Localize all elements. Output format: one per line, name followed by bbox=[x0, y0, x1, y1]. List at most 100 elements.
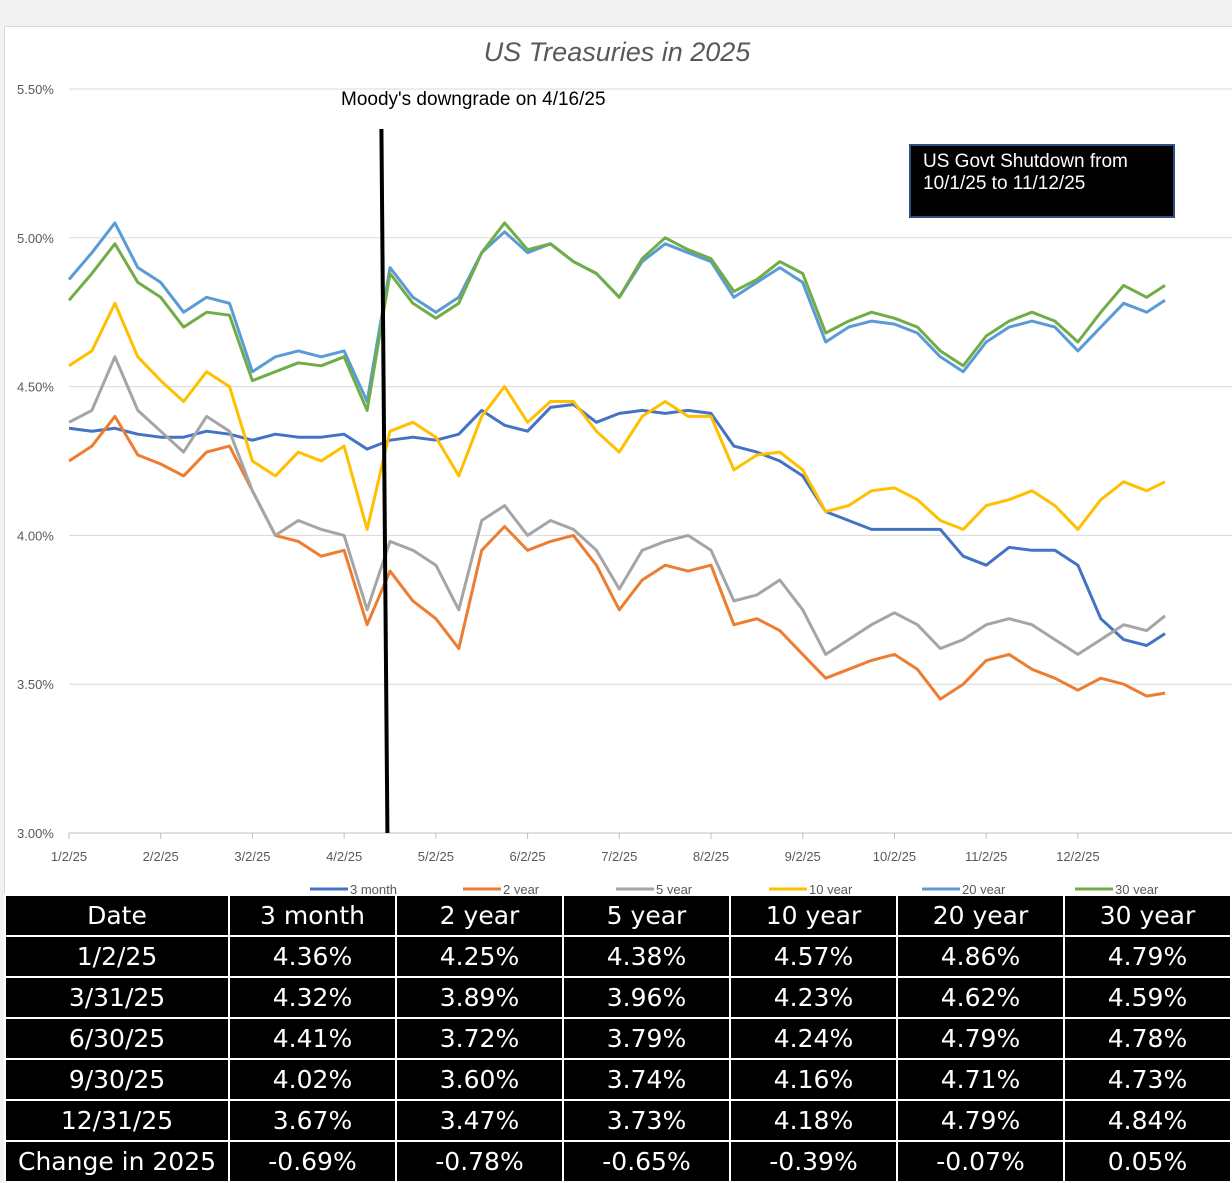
table-cell: 4.79% bbox=[1063, 935, 1232, 978]
y-tick-label: 5.00% bbox=[17, 231, 54, 246]
table-cell: -0.78% bbox=[395, 1140, 564, 1183]
x-tick-label: 3/2/25 bbox=[234, 849, 270, 864]
table-cell: 4.78% bbox=[1063, 1017, 1232, 1060]
table-cell: 12/31/25 bbox=[4, 1099, 230, 1142]
table-cell: 6/30/25 bbox=[4, 1017, 230, 1060]
table-row: 6/30/25 4.41% 3.72% 3.79% 4.24% 4.79% 4.78% bbox=[4, 1017, 1232, 1060]
table-cell: 3.60% bbox=[395, 1058, 564, 1101]
series-lines bbox=[67, 221, 1166, 701]
chart-panel: US Treasuries in 2025 5.50% 5.00% 4.50% 4.0… bbox=[4, 26, 1232, 897]
table-cell: 4.79% bbox=[896, 1017, 1065, 1060]
legend-label: 2 year bbox=[503, 882, 540, 897]
column-header: 10 year bbox=[729, 894, 898, 937]
column-header: Date bbox=[4, 894, 230, 937]
x-tick-label: 12/2/25 bbox=[1056, 849, 1099, 864]
x-axis-ticks: 1/2/25 2/2/25 3/2/25 4/2/25 5/2/25 6/2/25 7/2/… bbox=[51, 833, 1100, 864]
table-cell: 4.73% bbox=[1063, 1058, 1232, 1101]
table-cell: 4.18% bbox=[729, 1099, 898, 1142]
legend-label: 30 year bbox=[1115, 882, 1159, 897]
column-header: 2 year bbox=[395, 894, 564, 937]
series-line-3-month bbox=[68, 403, 1166, 647]
legend-label: 20 year bbox=[962, 882, 1006, 897]
table-cell: 4.62% bbox=[896, 976, 1065, 1019]
table-cell: 4.41% bbox=[228, 1017, 397, 1060]
shutdown-annotation-box bbox=[909, 144, 1175, 218]
table-body: 1/2/25 4.36% 4.25% 4.38% 4.57% 4.86% 4.79% 3/31… bbox=[4, 935, 1232, 1183]
x-tick-label: 8/2/25 bbox=[693, 849, 729, 864]
series-line-10-year bbox=[68, 301, 1166, 531]
table-cell: 4.59% bbox=[1063, 976, 1232, 1019]
x-tick-label: 6/2/25 bbox=[509, 849, 545, 864]
downgrade-annotation: Moody's downgrade on 4/16/25 bbox=[341, 89, 606, 110]
x-tick-label: 4/2/25 bbox=[326, 849, 362, 864]
x-tick-label: 10/2/25 bbox=[873, 849, 916, 864]
y-tick-label: 4.50% bbox=[17, 380, 54, 395]
table-cell: 3.73% bbox=[562, 1099, 731, 1142]
chart-title: US Treasuries in 2025 bbox=[484, 37, 752, 67]
table-cell: 3.67% bbox=[228, 1099, 397, 1142]
series-line-2-year bbox=[68, 414, 1166, 701]
table-cell: -0.39% bbox=[729, 1140, 898, 1183]
x-tick-label: 7/2/25 bbox=[601, 849, 637, 864]
x-tick-label: 9/2/25 bbox=[785, 849, 821, 864]
table-row: 12/31/25 3.67% 3.47% 3.73% 4.18% 4.79% 4.84% bbox=[4, 1099, 1232, 1142]
legend-label: 10 year bbox=[809, 882, 853, 897]
gridlines bbox=[69, 88, 1232, 834]
column-header: 20 year bbox=[896, 894, 1065, 937]
column-header: 5 year bbox=[562, 894, 731, 937]
legend-label: 5 year bbox=[656, 882, 693, 897]
series-line-5-year bbox=[68, 355, 1166, 656]
table-cell: 4.57% bbox=[729, 935, 898, 978]
downgrade-marker-line bbox=[379, 128, 390, 834]
x-tick-label: 2/2/25 bbox=[143, 849, 179, 864]
table-cell: -0.69% bbox=[228, 1140, 397, 1183]
table-row: 3/31/25 4.32% 3.89% 3.96% 4.23% 4.62% 4.59% bbox=[4, 976, 1232, 1019]
table-header-row: Date 3 month 2 year 5 year 10 year 20 year 30 … bbox=[4, 894, 1232, 937]
column-header: 3 month bbox=[228, 894, 397, 937]
table-cell: 4.84% bbox=[1063, 1099, 1232, 1142]
table-cell: 3.89% bbox=[395, 976, 564, 1019]
shutdown-annotation-line1: US Govt Shutdown from bbox=[923, 151, 1128, 172]
x-tick-label: 1/2/25 bbox=[51, 849, 87, 864]
table-cell: 9/30/25 bbox=[4, 1058, 230, 1101]
y-tick-label: 3.50% bbox=[17, 677, 54, 692]
table-cell: 1/2/25 bbox=[4, 935, 230, 978]
table-cell: 4.79% bbox=[896, 1099, 1065, 1142]
table-cell: 4.02% bbox=[228, 1058, 397, 1101]
table-cell: Change in 2025 bbox=[4, 1140, 230, 1183]
table-cell: 4.23% bbox=[729, 976, 898, 1019]
table-row: Change in 2025 -0.69% -0.78% -0.65% -0.39% -0… bbox=[4, 1140, 1232, 1183]
yield-summary-table: Date 3 month 2 year 5 year 10 year 20 year 30 … bbox=[4, 894, 1232, 1183]
table-row: 9/30/25 4.02% 3.60% 3.74% 4.16% 4.71% 4.73% bbox=[4, 1058, 1232, 1101]
table-cell: 3.47% bbox=[395, 1099, 564, 1142]
table-cell: 0.05% bbox=[1063, 1140, 1232, 1183]
x-tick-label: 5/2/25 bbox=[418, 849, 454, 864]
legend-label: 3 month bbox=[350, 882, 397, 897]
x-tick-label: 11/2/25 bbox=[965, 849, 1007, 864]
table-cell: 4.86% bbox=[896, 935, 1065, 978]
shutdown-annotation-line2: 10/1/25 to 11/12/25 bbox=[923, 173, 1085, 194]
table-cell: 3.79% bbox=[562, 1017, 731, 1060]
annotations: Moody's downgrade on 4/16/25 US Govt Shu… bbox=[341, 89, 1175, 834]
y-tick-label: 5.50% bbox=[17, 82, 54, 97]
table-cell: 4.71% bbox=[896, 1058, 1065, 1101]
table-cell: 4.25% bbox=[395, 935, 564, 978]
series-line-20-year bbox=[67, 221, 1166, 403]
column-header: 30 year bbox=[1063, 894, 1232, 937]
table-cell: -0.07% bbox=[896, 1140, 1065, 1183]
chart: US Treasuries in 2025 5.50% 5.00% 4.50% 4.0… bbox=[17, 37, 1232, 897]
y-tick-label: 4.00% bbox=[17, 528, 54, 543]
table-cell: 3.72% bbox=[395, 1017, 564, 1060]
series-line-30-year bbox=[67, 221, 1166, 412]
table-cell: 4.32% bbox=[228, 976, 397, 1019]
table-cell: 4.24% bbox=[729, 1017, 898, 1060]
table-cell: 3/31/25 bbox=[4, 976, 230, 1019]
y-axis-ticks: 5.50% 5.00% 4.50% 4.00% 3.50% 3.00% bbox=[17, 82, 54, 841]
table-cell: 3.74% bbox=[562, 1058, 731, 1101]
table-cell: 4.16% bbox=[729, 1058, 898, 1101]
table-cell: 4.38% bbox=[562, 935, 731, 978]
table-cell: 4.36% bbox=[228, 935, 397, 978]
y-tick-label: 3.00% bbox=[17, 826, 54, 841]
table-cell: -0.65% bbox=[562, 1140, 731, 1183]
table-cell: 3.96% bbox=[562, 976, 731, 1019]
